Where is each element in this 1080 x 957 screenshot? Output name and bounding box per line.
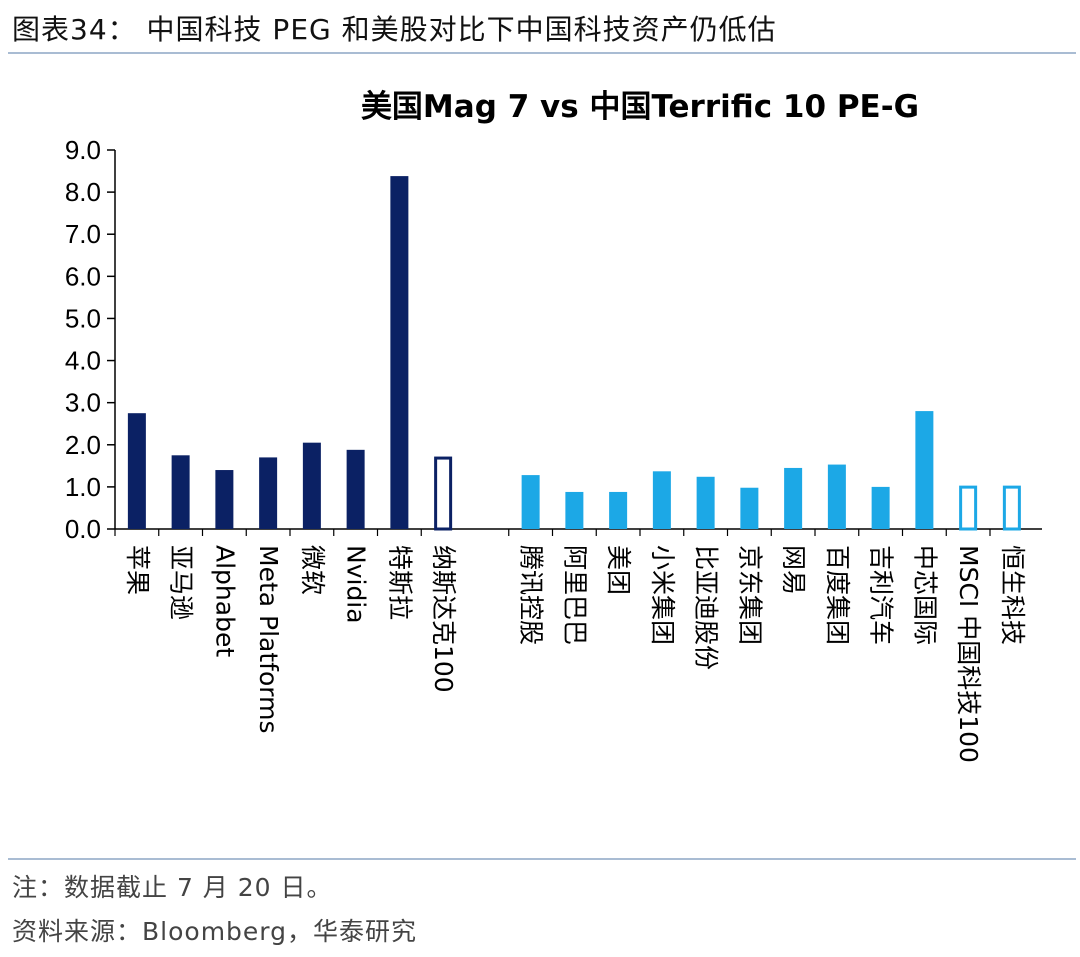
category-label: 阿里巴巴 xyxy=(560,545,589,645)
y-tick-label: 3.0 xyxy=(65,388,101,418)
category-label: 小米集团 xyxy=(648,545,677,645)
bar xyxy=(434,456,453,531)
bar xyxy=(171,455,190,529)
category-label: 吉利汽车 xyxy=(867,545,896,645)
category-label: 中芯国际 xyxy=(910,545,939,645)
bar xyxy=(259,457,278,529)
chart-title: 美国Mag 7 vs 中国Terrific 10 PE-G xyxy=(361,89,919,125)
category-label: 微软 xyxy=(298,545,327,595)
bar xyxy=(784,467,803,529)
top-divider xyxy=(8,52,1076,54)
y-tick-label: 4.0 xyxy=(65,346,101,376)
bar xyxy=(346,449,365,529)
footer-note: 注：数据截止 7 月 20 日。 xyxy=(12,873,333,902)
y-tick-label: 5.0 xyxy=(65,303,101,333)
category-label: 百度集团 xyxy=(823,545,852,645)
y-tick-label: 6.0 xyxy=(65,261,101,291)
bar xyxy=(740,487,759,529)
category-label: MSCI 中国科技100 xyxy=(954,545,983,763)
footer-source: 资料来源：Bloomberg，华泰研究 xyxy=(12,917,417,946)
bar xyxy=(871,486,890,529)
bar xyxy=(390,176,409,529)
y-tick-label: 0.0 xyxy=(65,514,101,544)
bar xyxy=(652,471,671,529)
category-label: 亚马逊 xyxy=(167,545,196,620)
category-label: 特斯拉 xyxy=(385,545,414,620)
bar xyxy=(565,491,584,529)
category-label: 腾讯控股 xyxy=(517,545,546,645)
bar xyxy=(127,413,146,529)
bar xyxy=(696,476,715,529)
bar xyxy=(302,442,321,529)
bar xyxy=(1002,485,1021,531)
chart-container: 美国Mag 7 vs 中国Terrific 10 PE-G 0.0 1.0 2.0 3.… xyxy=(0,60,1080,855)
bar-chart: 美国Mag 7 vs 中国Terrific 10 PE-G 0.0 1.0 2.0 3.… xyxy=(65,89,1042,763)
category-label: Nvidia xyxy=(342,545,371,624)
category-label: 比亚迪股份 xyxy=(692,545,721,670)
category-label: 苹果 xyxy=(123,545,152,595)
y-tick-label: 9.0 xyxy=(65,135,101,165)
category-label: 美团 xyxy=(604,545,633,595)
bottom-divider xyxy=(8,858,1076,860)
y-tick-label: 2.0 xyxy=(65,430,101,460)
category-label: 网易 xyxy=(779,545,808,595)
figure-title: 图表34： 中国科技 PEG 和美股对比下中国科技资产仍低估 xyxy=(12,13,777,46)
category-label: 纳斯达克100 xyxy=(429,545,458,693)
y-tick-label: 1.0 xyxy=(65,472,101,502)
bar xyxy=(215,470,234,529)
bar xyxy=(915,411,934,529)
bar xyxy=(827,464,846,529)
bar xyxy=(959,485,978,531)
y-tick-label: 8.0 xyxy=(65,177,101,207)
bar xyxy=(609,491,628,529)
category-label: 恒生科技 xyxy=(998,545,1027,645)
y-tick-label: 7.0 xyxy=(65,219,101,249)
bar xyxy=(521,475,540,529)
category-label: 京东集团 xyxy=(735,545,764,645)
category-label: Meta Platforms xyxy=(254,545,283,733)
category-label: Alphabet xyxy=(210,545,239,657)
